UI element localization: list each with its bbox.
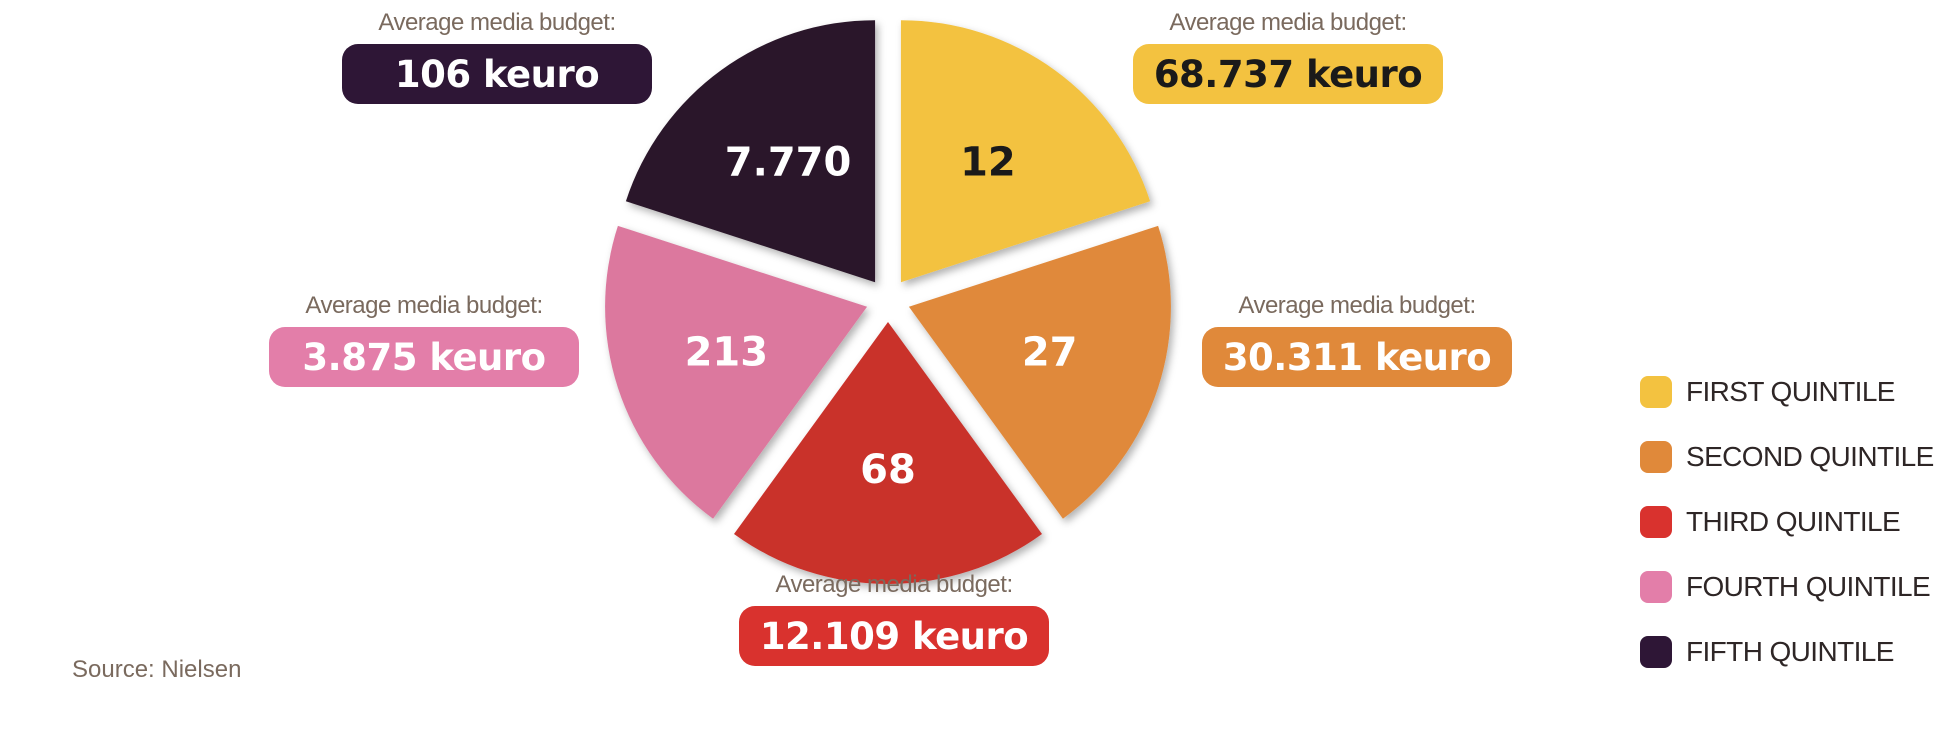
legend-label: THIRD QUINTILE <box>1686 506 1901 537</box>
budget-value-pill: 30.311 keuro <box>1202 327 1512 387</box>
budget-value-pill: 3.875 keuro <box>269 327 579 387</box>
budget-value-pill: 68.737 keuro <box>1133 44 1443 104</box>
pie-slice-value-label: 27 <box>1022 330 1078 376</box>
legend-label: SECOND QUINTILE <box>1686 441 1934 472</box>
pie-slice-third-quintile <box>734 322 1042 585</box>
pie-slice-value-label: 68 <box>860 447 916 493</box>
budget-first-quintile: Average media budget: 68.737 keuro <box>1133 8 1443 104</box>
legend-swatch <box>1640 441 1672 473</box>
legend-item-fifth-quintile: FIFTH QUINTILE <box>1640 636 1934 668</box>
budget-second-quintile: Average media budget: 30.311 keuro <box>1202 291 1512 387</box>
legend-item-second-quintile: SECOND QUINTILE <box>1640 441 1934 473</box>
budget-value-pill: 12.109 keuro <box>739 606 1049 666</box>
pie-slice-value-label: 213 <box>685 330 769 376</box>
pie-slice-fifth-quintile <box>625 20 876 283</box>
budget-caption: Average media budget: <box>1238 292 1476 319</box>
legend-swatch <box>1640 376 1672 408</box>
legend: FIRST QUINTILE SECOND QUINTILE THIRD QUI… <box>1640 376 1934 701</box>
budget-fifth-quintile: Average media budget: 106 keuro <box>342 8 652 104</box>
legend-item-third-quintile: THIRD QUINTILE <box>1640 506 1934 538</box>
pie-slice-fourth-quintile <box>605 225 868 519</box>
pie-slice-second-quintile <box>908 225 1171 519</box>
legend-swatch <box>1640 636 1672 668</box>
budget-caption: Average media budget: <box>305 292 543 319</box>
legend-item-fourth-quintile: FOURTH QUINTILE <box>1640 571 1934 603</box>
budget-caption: Average media budget: <box>775 571 1013 598</box>
pie-slice-value-label: 12 <box>960 139 1016 185</box>
legend-label: FIFTH QUINTILE <box>1686 636 1894 667</box>
budget-value-pill: 106 keuro <box>342 44 652 104</box>
pie-slice-value-label: 7.770 <box>725 139 852 185</box>
budget-caption: Average media budget: <box>1169 9 1407 36</box>
legend-item-first-quintile: FIRST QUINTILE <box>1640 376 1934 408</box>
legend-swatch <box>1640 506 1672 538</box>
source-note: Source: Nielsen <box>72 656 242 683</box>
budget-third-quintile: Average media budget: 12.109 keuro <box>739 570 1049 666</box>
legend-swatch <box>1640 571 1672 603</box>
legend-label: FOURTH QUINTILE <box>1686 571 1931 602</box>
legend-label: FIRST QUINTILE <box>1686 376 1895 407</box>
budget-caption: Average media budget: <box>378 9 616 36</box>
pie-slice-first-quintile <box>900 20 1151 283</box>
budget-fourth-quintile: Average media budget: 3.875 keuro <box>269 291 579 387</box>
